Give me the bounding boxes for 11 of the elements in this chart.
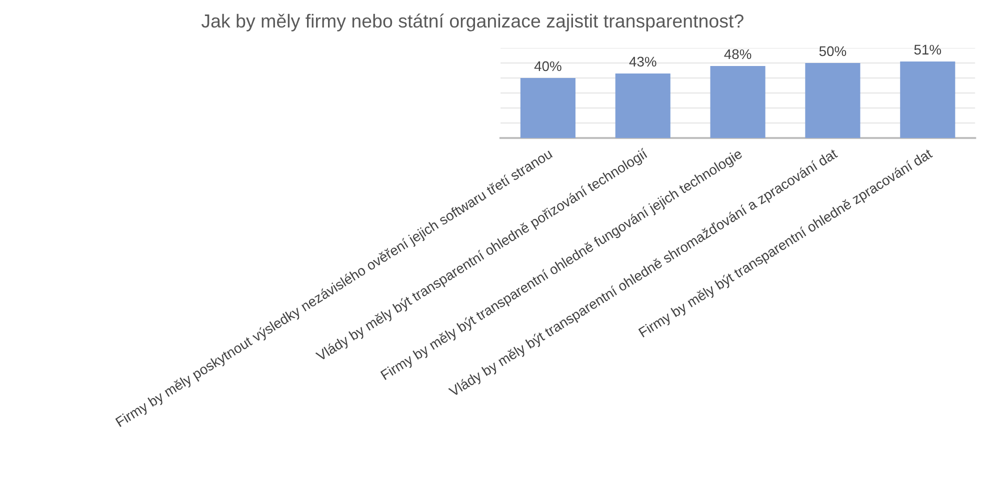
data-label: 43% [629, 56, 656, 67]
bar [900, 62, 956, 138]
data-label: 51% [914, 44, 942, 55]
data-label: 40% [534, 61, 562, 72]
bar [615, 74, 670, 138]
chart-title: Jak by měly firmy nebo státní organizace zajistit transparentnost? [201, 14, 744, 32]
bar [805, 63, 860, 138]
bar [710, 66, 766, 138]
bar [520, 78, 576, 138]
data-label: 50% [819, 46, 846, 56]
data-label: 48% [724, 49, 752, 60]
